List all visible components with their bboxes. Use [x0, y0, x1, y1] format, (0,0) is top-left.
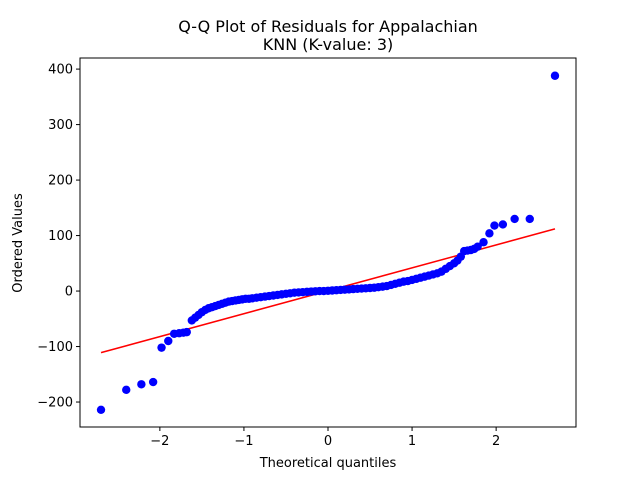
data-point	[525, 214, 534, 224]
points-layer	[96, 71, 560, 414]
data-point	[137, 380, 146, 389]
y-axis-label: Ordered Values	[11, 193, 26, 293]
data-point	[485, 229, 494, 238]
data-point	[473, 242, 482, 251]
data-point	[122, 385, 131, 395]
data-point	[490, 221, 499, 230]
x-tick-label: −1	[234, 434, 253, 449]
axes-layer: −2 −1 0 1 2 −200 −100 0 100 200 300 400	[37, 57, 577, 449]
x-tick-label: 1	[408, 434, 416, 449]
x-tick-label: 0	[324, 434, 332, 449]
y-tick-label: 100	[48, 229, 73, 244]
y-tick-label: 400	[48, 63, 73, 78]
data-point	[157, 343, 166, 352]
chart-title-line-2: KNN (K-value: 3)	[263, 35, 394, 54]
data-point	[550, 71, 560, 80]
data-point	[164, 336, 173, 346]
y-tick-label: −200	[37, 396, 73, 411]
y-tick-label: 0	[65, 285, 73, 300]
data-point	[498, 220, 508, 229]
x-axis-label: Theoretical quantiles	[259, 456, 397, 471]
x-tick-label: −2	[150, 434, 169, 449]
y-tick-label: 300	[48, 118, 73, 133]
plot-area	[80, 58, 576, 427]
plot-background	[80, 58, 576, 427]
data-point	[479, 238, 488, 247]
chart-title-line-1: Q-Q Plot of Residuals for Appalachian	[178, 17, 478, 36]
y-tick-label: −100	[37, 340, 73, 355]
data-point	[510, 214, 519, 224]
data-point	[148, 377, 158, 387]
y-tick-label: 200	[48, 174, 73, 189]
x-tick-label: 2	[492, 434, 500, 449]
data-point	[96, 405, 106, 414]
data-point	[182, 327, 191, 337]
